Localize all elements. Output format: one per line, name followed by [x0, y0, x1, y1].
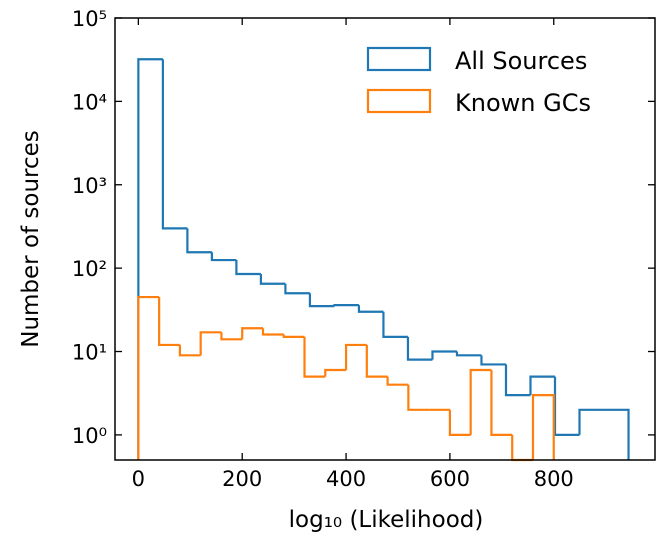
- histogram-step: [284, 283, 310, 295]
- x-tick-label: 800: [534, 467, 574, 491]
- histogram-step: [241, 327, 263, 340]
- histogram-step: [308, 293, 335, 308]
- histogram-step: [511, 434, 533, 462]
- histogram-step: [480, 355, 506, 366]
- histogram-step: [324, 368, 347, 377]
- legend-swatch: [366, 88, 432, 114]
- histogram-step: [407, 384, 430, 411]
- x-axis-label: log₁₀ (Likelihood): [289, 507, 484, 533]
- histogram-step: [199, 331, 222, 356]
- histogram-step: [210, 252, 237, 262]
- histogram-step: [386, 376, 409, 386]
- histogram-step: [469, 368, 492, 435]
- y-tick-label: 10²: [72, 257, 107, 281]
- histogram-step: [553, 376, 580, 436]
- histogram-step: [137, 295, 160, 460]
- histogram-step: [604, 408, 630, 460]
- histogram-step: [158, 297, 180, 347]
- histogram-step: [531, 394, 555, 460]
- y-tick-label: 10⁴: [72, 90, 107, 114]
- x-tick-label: 600: [430, 467, 470, 491]
- histogram-step: [490, 370, 513, 436]
- histogram-step: [365, 344, 388, 378]
- x-tick-label: 0: [132, 467, 145, 491]
- y-axis-label: Number of sources: [18, 130, 44, 348]
- histogram-step: [406, 336, 433, 361]
- y-tick-label: 10⁵: [72, 7, 107, 31]
- legend-label: Known GCs: [455, 89, 591, 117]
- histogram-step: [259, 274, 286, 285]
- histogram-step: [303, 336, 326, 378]
- y-tick-label: 10¹: [72, 341, 107, 365]
- y-tick-label: 10³: [72, 174, 107, 198]
- histogram-step: [455, 351, 482, 357]
- histogram-step: [178, 344, 201, 357]
- histogram-step: [344, 343, 367, 371]
- histogram-step: [333, 304, 359, 307]
- histogram-step: [137, 58, 163, 460]
- histogram-step: [382, 311, 408, 338]
- x-tick-label: 400: [326, 467, 366, 491]
- histogram-step: [282, 334, 305, 338]
- histogram-step: [161, 59, 188, 230]
- histogram-step: [235, 260, 261, 276]
- x-tick-label: 200: [222, 467, 262, 491]
- histogram-step: [261, 328, 284, 336]
- histogram-step: [504, 364, 531, 397]
- y-tick-label: 10⁰: [72, 424, 107, 448]
- histogram-step: [357, 305, 384, 313]
- histogram-step: [186, 228, 212, 254]
- histogram-step: [431, 350, 457, 360]
- legend-swatch: [366, 46, 432, 72]
- histogram-step: [578, 408, 605, 435]
- plot-frame: [114, 17, 656, 461]
- histogram-step: [529, 375, 555, 396]
- histogram-step: [220, 332, 243, 341]
- histogram-step: [448, 409, 471, 436]
- legend-label: All Sources: [455, 47, 587, 75]
